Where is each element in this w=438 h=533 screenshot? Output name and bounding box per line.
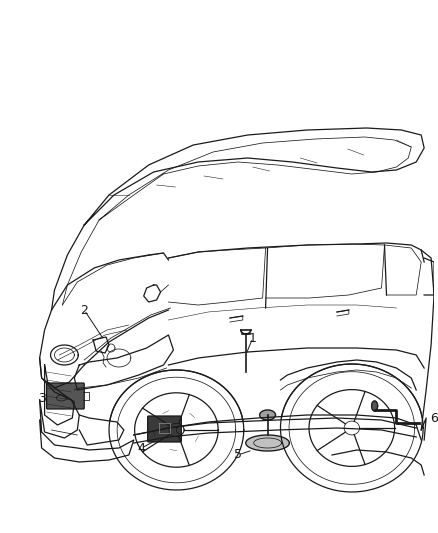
FancyBboxPatch shape [46,383,84,409]
Text: 5: 5 [234,448,242,462]
Text: 2: 2 [80,303,88,317]
Polygon shape [260,410,276,420]
Polygon shape [246,435,290,451]
Text: 4: 4 [138,441,146,455]
FancyBboxPatch shape [148,416,181,442]
Text: 3: 3 [38,392,46,405]
Text: 1: 1 [249,332,257,344]
Polygon shape [371,401,378,411]
Text: 6: 6 [430,411,438,424]
